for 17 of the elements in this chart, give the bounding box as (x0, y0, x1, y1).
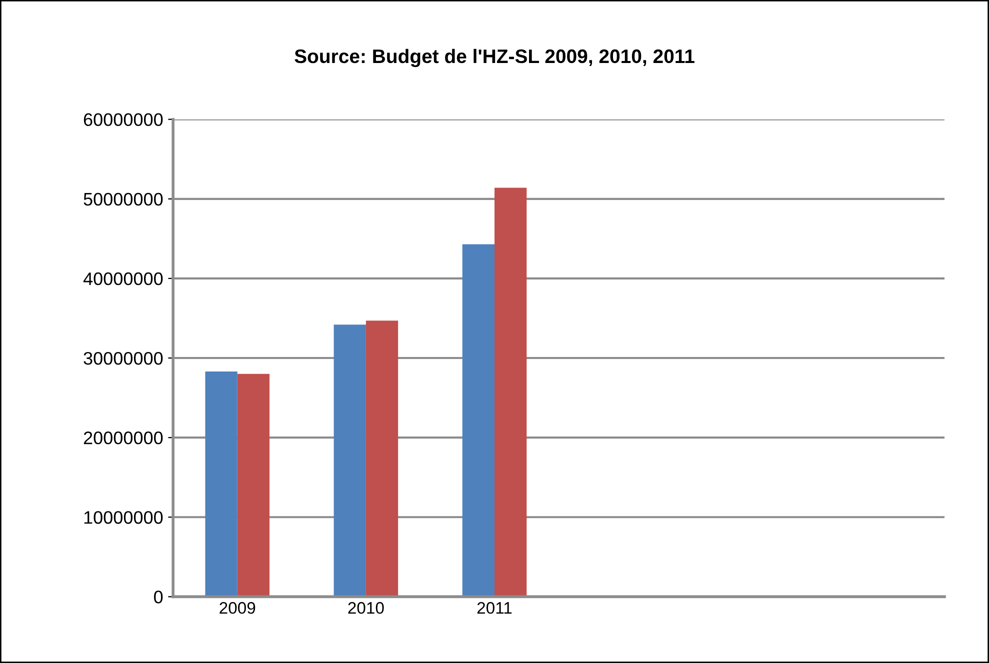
bar (462, 244, 494, 597)
bar (237, 374, 270, 597)
chart-title: Source: Budget de l'HZ-SL 2009, 2010, 2011 (294, 48, 694, 68)
bar (205, 372, 238, 597)
bar (494, 188, 527, 597)
bar (366, 320, 398, 597)
y-tick-label: 60000000 (84, 113, 163, 126)
y-tick-label: 0 (154, 590, 163, 604)
y-tick-label: 20000000 (84, 432, 163, 444)
y-tick-label: 50000000 (84, 192, 163, 206)
x-tick-label: 2009 (220, 602, 256, 614)
bar (334, 324, 366, 597)
x-tick-label: 2011 (477, 602, 512, 614)
y-tick-label: 30000000 (84, 352, 163, 365)
y-tick-label: 40000000 (83, 272, 163, 286)
x-tick-label: 2010 (348, 602, 384, 614)
y-tick-label: 10000000 (84, 511, 163, 524)
